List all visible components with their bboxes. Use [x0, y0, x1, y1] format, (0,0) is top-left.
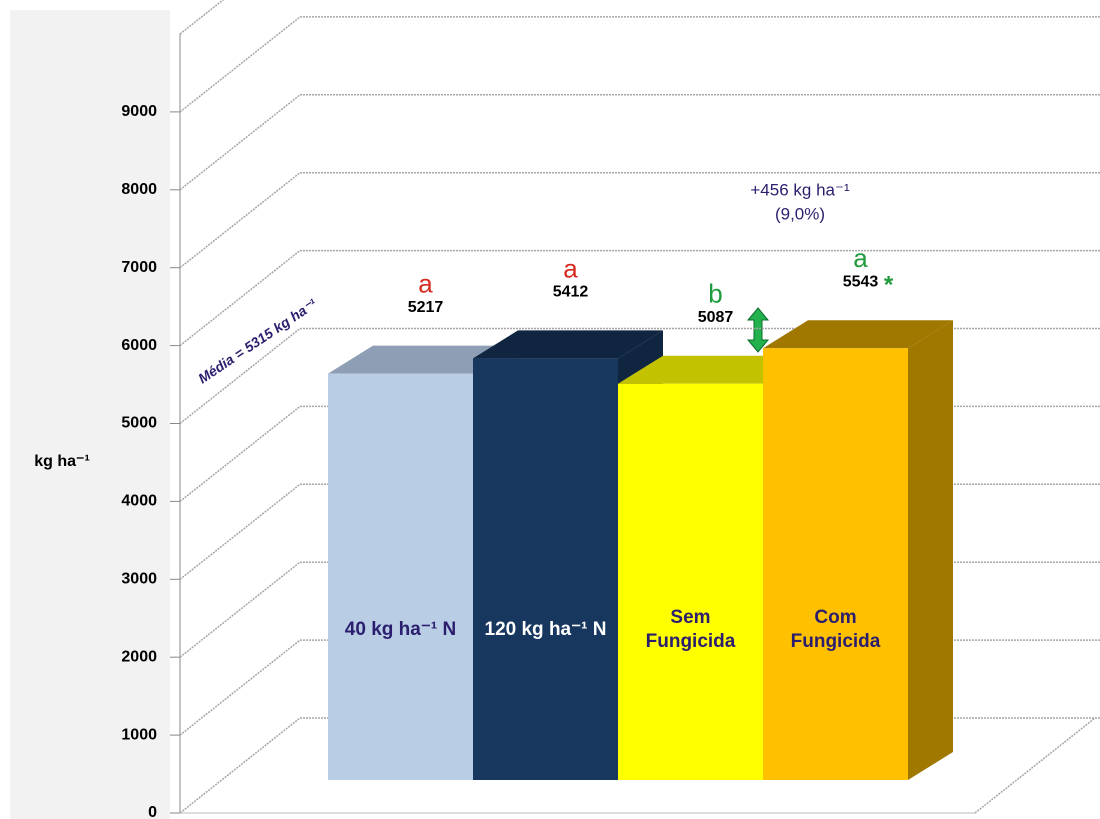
grid-line — [179, 717, 301, 814]
grid-line — [179, 327, 301, 425]
difference-annotation: +456 kg ha⁻¹ — [750, 180, 850, 199]
difference-arrow — [746, 307, 770, 353]
y-tick-label: 2000 — [121, 648, 157, 665]
value-label: 5217 — [408, 299, 444, 316]
y-tick-label: 8000 — [121, 181, 157, 198]
value-label: 5412 — [553, 284, 589, 301]
floor-edge — [974, 717, 1096, 814]
significance-letter: a — [418, 268, 433, 298]
grid-line — [179, 16, 301, 113]
grid-line — [179, 172, 301, 269]
y-axis-label: kg ha⁻¹ — [34, 453, 90, 470]
left-wall-edge — [179, 0, 225, 35]
significance-letter: a — [853, 243, 868, 273]
y-tick-label: 5000 — [121, 415, 157, 432]
value-label: 5543 — [843, 273, 879, 290]
grid-line — [179, 250, 301, 347]
bar — [618, 383, 763, 780]
asterisk: * — [884, 272, 894, 299]
value-label: 5087 — [698, 309, 734, 326]
y-tick-label: 9000 — [121, 103, 157, 120]
bar — [473, 358, 618, 780]
y-tick-label: 3000 — [121, 571, 157, 588]
grid-line — [179, 94, 301, 191]
bar-top — [473, 330, 663, 359]
significance-letter: b — [708, 279, 722, 309]
bar-top — [328, 345, 518, 374]
bar-top — [763, 320, 953, 349]
difference-annotation: (9,0%) — [775, 204, 825, 223]
y-tick-label: 7000 — [121, 259, 157, 276]
bar-top — [618, 355, 808, 384]
axis-panel — [10, 10, 170, 819]
grid-line — [179, 639, 301, 736]
significance-letter: a — [563, 253, 578, 283]
bar — [328, 373, 473, 780]
y-tick-label: 4000 — [121, 493, 157, 510]
grid-line — [179, 483, 301, 580]
bar-side — [908, 320, 953, 780]
grid-line — [179, 405, 301, 502]
category-label: Com Fungicida — [790, 607, 881, 652]
bar — [763, 348, 908, 780]
y-tick-label: 1000 — [121, 726, 157, 743]
grid-line — [179, 561, 301, 658]
y-tick-label: 0 — [148, 804, 157, 819]
category-label: 120 kg ha⁻¹ N — [484, 619, 607, 640]
category-label: Sem Fungicida — [645, 607, 736, 652]
category-label: 40 kg ha⁻¹ N — [344, 619, 457, 640]
y-tick-label: 6000 — [121, 337, 157, 354]
mean-annotation: Média = 5315 kg ha⁻¹ — [195, 295, 320, 386]
